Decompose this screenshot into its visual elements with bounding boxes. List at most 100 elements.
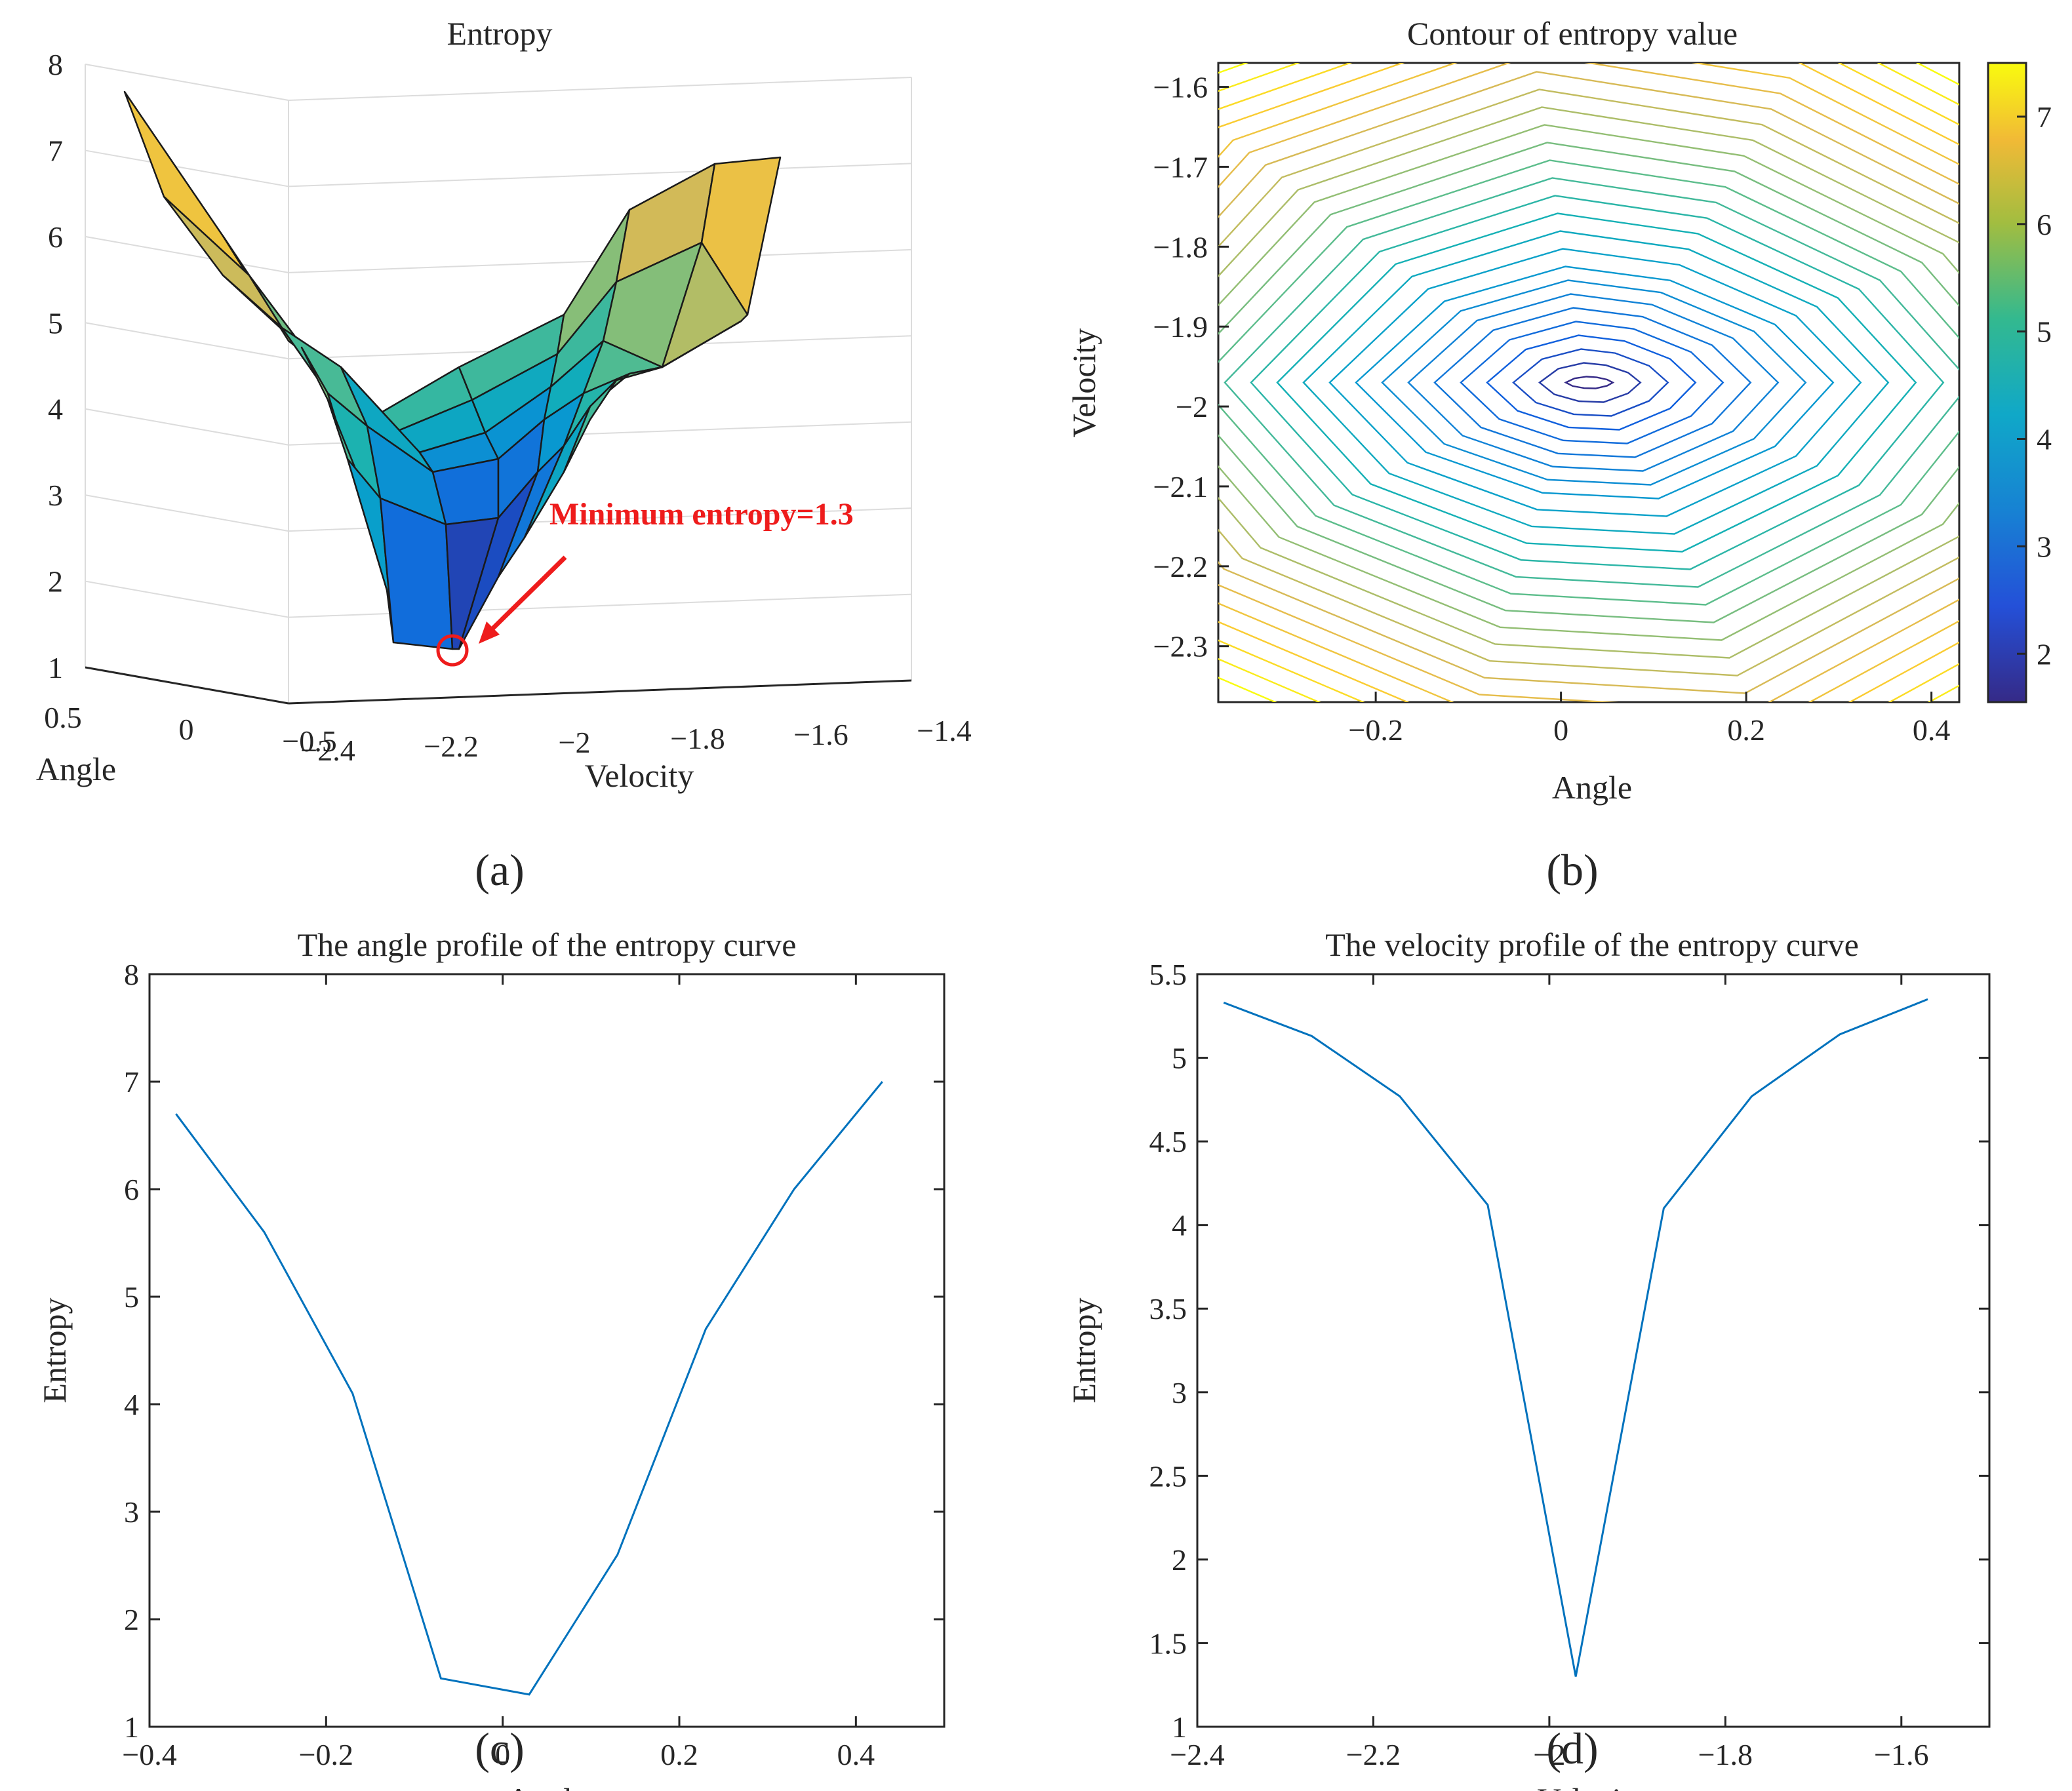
panel-a-x-tick-label: 0.5 xyxy=(44,701,82,734)
panel-a-z-tick-label: 1 xyxy=(48,651,63,684)
minimum-marker-circle xyxy=(436,634,469,667)
panel-c-y-tick-label: 7 xyxy=(124,1065,139,1099)
panel-a-surface xyxy=(123,90,782,650)
panel-a-surface-plot: Entropy 1 2 3 4 5 6 7 8 0.5 0 −0.5−2.4 −2.2 −2 −1.8 −1… xyxy=(36,15,972,895)
contour-line xyxy=(1218,142,1959,623)
panel-a-title: Entropy xyxy=(447,15,552,52)
panel-c-y-tick-label: 6 xyxy=(124,1173,139,1206)
callout-arrow xyxy=(485,555,567,637)
panel-d-x-tick-label: −2.2 xyxy=(1346,1738,1401,1771)
contour-line xyxy=(1381,279,1807,486)
panel-d-y-tick-label: 5 xyxy=(1172,1042,1187,1075)
colorbar-tick-label: 4 xyxy=(2037,423,2052,456)
panel-c-y-tick-label: 4 xyxy=(124,1388,139,1421)
panel-d-x-tick-label: −2.4 xyxy=(1170,1738,1224,1771)
panel-a-y-axis-label: Velocity xyxy=(585,757,694,794)
z-grid-left xyxy=(85,580,289,618)
surface-facet xyxy=(563,379,618,473)
panel-a-x-tick-label: 0 xyxy=(179,713,194,746)
minimum-entropy-callout: Minimum entropy=1.3 xyxy=(549,497,854,532)
panel-b-x-tick-label: 0 xyxy=(1553,713,1568,747)
panel-a-z-tick-label: 3 xyxy=(48,479,63,512)
contour-line xyxy=(1407,293,1780,472)
contour-line xyxy=(1460,321,1724,444)
panel-c-line-chart: The angle profile of the entropy curve −… xyxy=(36,926,946,1791)
panel-d-y-tick-label: 5.5 xyxy=(1149,958,1187,991)
colorbar-tick-label: 3 xyxy=(2037,530,2052,563)
panel-b-y-tick-label: −1.9 xyxy=(1153,310,1208,344)
contour-line xyxy=(1218,63,1959,702)
panel-d-title: The velocity profile of the entropy curv… xyxy=(1325,926,1859,963)
z-grid-left xyxy=(85,494,289,532)
panel-a-y-tick-label: −2.2 xyxy=(424,730,478,763)
panel-d-y-tick-label: 2.5 xyxy=(1149,1459,1187,1493)
z-grid-left xyxy=(85,149,289,187)
contour-line xyxy=(1218,63,1959,702)
panel-a-z-tick-label: 6 xyxy=(48,220,63,254)
contour-line xyxy=(1218,106,1959,659)
panel-c-y-tick-label: 1 xyxy=(124,1710,139,1744)
contour-line xyxy=(1538,362,1642,403)
contour-line xyxy=(1276,212,1917,553)
panel-d-y-tick-label: 4.5 xyxy=(1149,1125,1187,1158)
panel-c-y-tick-label: 3 xyxy=(124,1495,139,1529)
contour-line xyxy=(1224,177,1959,588)
colorbar xyxy=(1987,62,2027,703)
panel-b-y-tick-label: −2.1 xyxy=(1153,470,1208,503)
contour-line xyxy=(1355,266,1835,500)
panel-c-x-axis-label: Angle xyxy=(507,1781,587,1791)
panel-c-x-tick-label: −0.2 xyxy=(299,1738,353,1771)
panel-a-y-axis-line xyxy=(288,679,912,705)
panel-c-ticks: −0.4 −0.2 0 0.2 0.4 1 2 3 4 5 6 7 8 xyxy=(122,958,944,1771)
panel-b-caption: (b) xyxy=(1546,845,1598,895)
panel-c-x-tick-label: 0.2 xyxy=(660,1738,698,1771)
panel-b-y-tick-label: −1.8 xyxy=(1153,230,1208,264)
surface-facet xyxy=(163,195,283,329)
contour-line xyxy=(1218,89,1959,677)
panel-b-x-tick-label: 0.2 xyxy=(1727,713,1765,747)
panel-d-x-tick-label: −1.8 xyxy=(1698,1738,1753,1771)
panel-a-z-tick-label: 4 xyxy=(48,393,63,426)
panel-b-plot-area xyxy=(1217,62,1961,703)
panel-d-x-tick-label: −1.6 xyxy=(1874,1738,1928,1771)
surface-facet xyxy=(281,326,369,427)
panel-a-z-tick-label: 7 xyxy=(48,134,63,167)
velocity-profile-line xyxy=(1223,998,1928,1677)
panel-c-y-tick-label: 2 xyxy=(124,1603,139,1636)
contour-line xyxy=(1218,63,1959,702)
panel-a-y-tick-label: −1.8 xyxy=(670,722,725,755)
contour-line xyxy=(1486,334,1697,431)
surface-facet xyxy=(248,274,342,368)
colorbar-tick-label: 5 xyxy=(2037,315,2052,349)
panel-c-title: The angle profile of the entropy curve xyxy=(298,926,797,963)
panel-d-x-tick-label: −2 xyxy=(1533,1738,1565,1771)
panel-d-y-tick-label: 2 xyxy=(1172,1543,1187,1577)
panel-b-title: Contour of entropy value xyxy=(1407,15,1738,52)
surface-facet xyxy=(222,274,329,395)
panel-a-y-tick-label: −2 xyxy=(559,726,591,759)
panel-d-ticks: −2.4 −2.2 −2 −1.8 −1.6 1 1.5 2 2.5 3 3.5 4 4.5 5 5.5 xyxy=(1149,958,1989,1771)
colorbar-tick-label: 7 xyxy=(2037,100,2052,134)
panel-d-x-axis-label: Velocity xyxy=(1538,1781,1647,1791)
panel-d-line-chart: The velocity profile of the entropy curv… xyxy=(1066,926,1991,1791)
panel-d-y-axis-label: Entropy xyxy=(1066,1297,1102,1403)
panel-d-y-tick-label: 3.5 xyxy=(1149,1292,1187,1326)
panel-c-y-axis-label: Entropy xyxy=(36,1297,73,1403)
callout-arrowhead xyxy=(479,621,500,644)
contour-line xyxy=(1512,348,1669,417)
contour-line xyxy=(1218,71,1959,694)
panel-a-y-tick-label: −1.6 xyxy=(793,718,848,751)
panel-b-contour-lines xyxy=(1218,63,1959,702)
panel-c-x-tick-label: 0.4 xyxy=(837,1738,875,1771)
z-grid-left xyxy=(85,408,289,446)
z-grid-back xyxy=(288,593,912,618)
z-grid-left xyxy=(85,235,289,273)
panel-a-tick-labels: 1 2 3 4 5 6 7 8 0.5 0 −0.5−2.4 −2.2 −2 −1.8 −1.6 −1.4 xyxy=(44,48,971,767)
colorbar-tick-label: 6 xyxy=(2037,208,2052,241)
panel-c-caption: (c) xyxy=(475,1723,524,1773)
panel-d-y-tick-label: 4 xyxy=(1172,1209,1187,1242)
panel-a-x-tick-label: −0.5 xyxy=(282,724,336,758)
panel-a-x-axis-line xyxy=(85,666,289,705)
contour-line xyxy=(1250,195,1945,570)
